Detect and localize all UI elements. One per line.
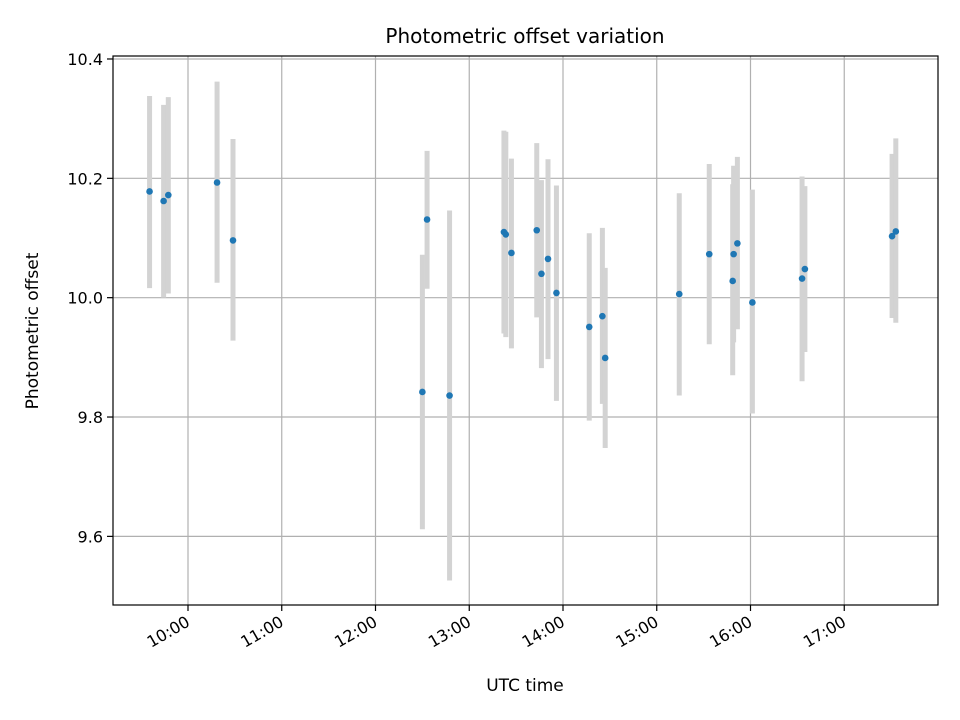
data-point <box>798 275 806 282</box>
data-point <box>160 197 167 205</box>
data-point <box>705 250 713 258</box>
data-point <box>229 237 237 244</box>
data-point <box>888 232 896 240</box>
data-point <box>446 392 453 399</box>
data-point <box>734 240 741 247</box>
data-point <box>801 265 809 273</box>
y-tick-label: 10.4 <box>67 50 103 69</box>
y-tick-label: 10.2 <box>67 169 103 188</box>
data-point <box>585 323 593 331</box>
data-point <box>675 290 683 298</box>
data-point <box>502 231 510 238</box>
x-axis-label: UTC time <box>486 676 564 696</box>
y-tick-label: 9.8 <box>78 408 103 427</box>
data-point <box>423 216 431 223</box>
data-point <box>892 228 900 235</box>
data-point <box>165 191 172 199</box>
data-point <box>749 299 756 306</box>
grid-layer <box>113 56 938 605</box>
data-point <box>213 179 221 186</box>
data-point <box>729 277 736 285</box>
data-point <box>419 388 426 396</box>
point-layer <box>146 179 900 399</box>
y-axis-label: Photometric offset <box>23 252 43 409</box>
data-point <box>544 255 552 263</box>
y-tick-label: 9.6 <box>78 527 103 546</box>
data-point <box>533 226 541 234</box>
data-point <box>553 289 560 297</box>
chart-title: Photometric offset variation <box>385 24 664 48</box>
data-point <box>599 312 606 320</box>
y-axis-ticks: 9.6 9.8 10.0 10.2 10.4 <box>67 50 113 546</box>
y-tick-label: 10.0 <box>67 289 103 308</box>
data-point <box>508 249 515 257</box>
data-point <box>601 354 609 362</box>
data-point <box>730 250 737 258</box>
axes-frame <box>112 55 939 606</box>
data-point <box>538 270 545 278</box>
data-point <box>146 188 153 195</box>
